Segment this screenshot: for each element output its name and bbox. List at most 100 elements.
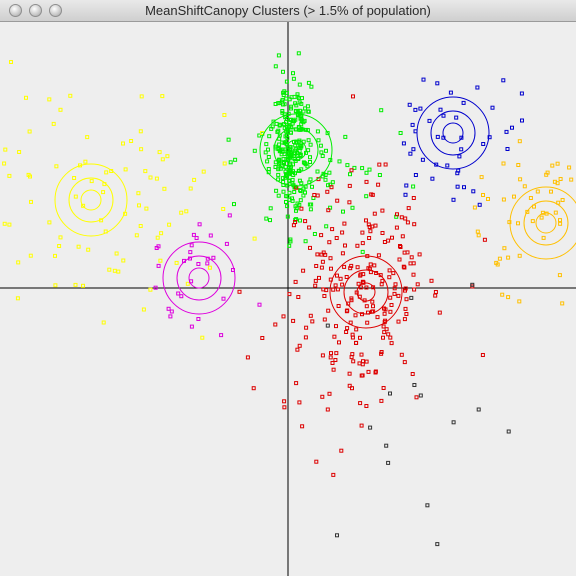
- green-point: [297, 82, 302, 87]
- zoom-window-button[interactable]: [49, 4, 62, 17]
- orange-point: [544, 172, 549, 177]
- green-point: [276, 193, 281, 198]
- red-cluster-circle: [356, 282, 376, 302]
- magenta-point: [221, 296, 226, 301]
- red-point: [368, 229, 373, 234]
- red-point: [347, 383, 352, 388]
- red-point: [390, 235, 394, 240]
- green-point: [274, 188, 279, 193]
- green-point: [295, 92, 300, 97]
- red-point: [359, 423, 364, 428]
- orange-point: [569, 177, 574, 182]
- red-point: [320, 394, 325, 399]
- red-point: [393, 282, 398, 287]
- yellow-point: [89, 179, 94, 184]
- red-point: [403, 288, 407, 293]
- orange-point: [472, 205, 477, 210]
- red-point: [379, 351, 384, 356]
- red-point: [308, 245, 312, 250]
- blue-point: [445, 163, 450, 168]
- red-point: [245, 355, 250, 360]
- red-point: [379, 398, 384, 403]
- green-point: [324, 148, 328, 153]
- orange-point: [541, 235, 546, 240]
- magenta-cluster-circle: [188, 267, 210, 289]
- green-cluster-circle: [259, 113, 333, 187]
- yellow-point: [200, 335, 205, 340]
- green-point: [268, 218, 272, 223]
- red-point: [349, 298, 354, 303]
- orange-point: [512, 194, 516, 199]
- green-point: [277, 133, 282, 138]
- green-point: [278, 122, 283, 127]
- red-point: [389, 341, 394, 346]
- green-point: [306, 138, 311, 143]
- yellow-point: [9, 60, 13, 64]
- green-point: [282, 122, 287, 127]
- magenta-point: [196, 317, 201, 321]
- magenta-point: [168, 314, 173, 319]
- green-point: [411, 184, 416, 189]
- red-point: [364, 218, 368, 223]
- green-point: [278, 148, 283, 153]
- orange-point: [535, 189, 540, 194]
- red-point: [347, 371, 352, 376]
- green-point: [265, 159, 270, 164]
- cluster-circles: [54, 96, 576, 329]
- green-point: [279, 152, 284, 157]
- red-point: [373, 223, 378, 228]
- yellow-point: [139, 147, 144, 152]
- black-point: [506, 429, 511, 434]
- red-point: [360, 241, 365, 246]
- red-point: [334, 351, 339, 356]
- red-point: [325, 189, 330, 194]
- close-window-button[interactable]: [9, 4, 22, 17]
- red-point: [358, 401, 363, 406]
- red-point: [331, 367, 336, 372]
- yellow-point: [54, 164, 59, 169]
- red-point: [372, 211, 377, 216]
- red-point: [308, 313, 313, 318]
- green-point: [364, 170, 369, 175]
- green-point: [308, 207, 313, 212]
- red-point: [300, 424, 305, 429]
- red-point: [342, 264, 347, 269]
- orange-cluster-circle: [535, 212, 557, 234]
- orange-point: [557, 273, 562, 278]
- red-point: [315, 252, 320, 257]
- red-point: [321, 250, 326, 255]
- yellow-point: [104, 170, 109, 175]
- red-point: [381, 386, 386, 390]
- green-point: [285, 157, 290, 162]
- red-point: [370, 299, 375, 304]
- red-point: [398, 245, 403, 249]
- green-point: [276, 53, 281, 58]
- green-point: [306, 148, 311, 153]
- magenta-point: [179, 294, 184, 299]
- yellow-point: [129, 139, 134, 143]
- green-point: [267, 134, 272, 139]
- blue-point: [477, 202, 482, 207]
- green-point: [281, 69, 285, 74]
- green-point: [287, 243, 292, 248]
- green-point: [310, 184, 314, 189]
- minimize-window-button[interactable]: [29, 4, 42, 17]
- yellow-point: [121, 141, 125, 146]
- red-point: [304, 325, 309, 330]
- blue-point: [410, 122, 415, 127]
- green-point: [284, 200, 288, 204]
- black-point: [384, 443, 389, 448]
- red-point: [415, 282, 420, 287]
- red-point: [388, 309, 393, 314]
- orange-point: [558, 221, 563, 226]
- magenta-point: [194, 236, 199, 240]
- yellow-point: [184, 209, 189, 214]
- green-point: [284, 96, 289, 101]
- red-point: [378, 273, 383, 278]
- green-point: [305, 164, 310, 169]
- yellow-point: [76, 244, 81, 249]
- magenta-point: [166, 306, 171, 311]
- title-bar[interactable]: MeanShiftCanopy Clusters (> 1.5% of popu…: [0, 0, 576, 22]
- yellow-point: [123, 167, 128, 172]
- green-point: [303, 106, 308, 111]
